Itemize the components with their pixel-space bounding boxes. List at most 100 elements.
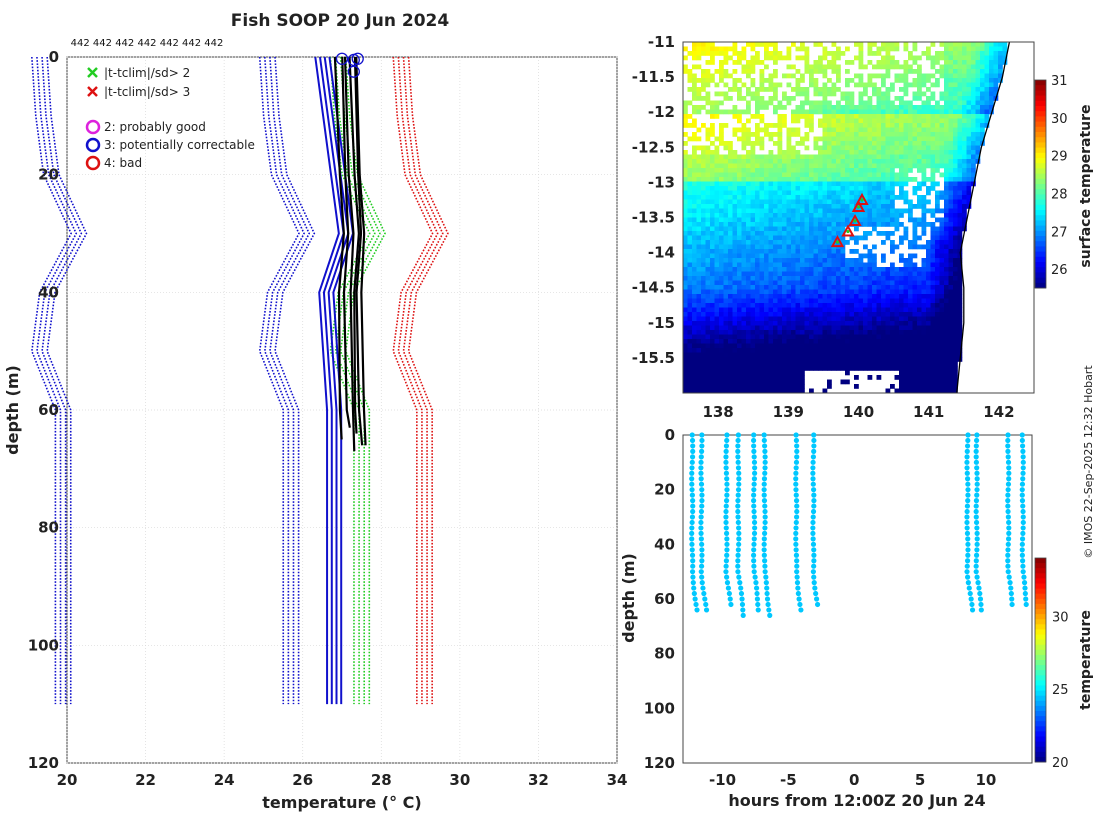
sst-cell (777, 249, 783, 254)
sst-cell (831, 312, 837, 317)
sst-cell (782, 330, 787, 335)
sst-cell (953, 114, 958, 119)
sst-cell (741, 172, 747, 178)
sst-cell (710, 289, 715, 295)
sst-cell (710, 78, 715, 83)
sst-cell (876, 91, 882, 97)
sst-cell (768, 366, 774, 371)
sst-cell (840, 366, 846, 371)
sst-cell (881, 303, 886, 308)
sst-cell (813, 87, 819, 92)
sst-cell (836, 163, 841, 169)
sst-cell (795, 226, 801, 232)
sst-cell (728, 55, 733, 61)
sst-cell (750, 168, 756, 173)
sst-cell (755, 141, 760, 146)
sst-cell (687, 258, 693, 263)
map-x-tick-label: 138 (702, 403, 733, 421)
sst-cell (822, 208, 828, 214)
temperature-point (976, 585, 982, 591)
sst-cell (876, 222, 882, 227)
sst-cell (809, 339, 814, 344)
sst-cell (831, 204, 837, 209)
sst-cell (966, 105, 972, 110)
sst-cell (881, 190, 886, 196)
sst-cell (953, 352, 958, 358)
sst-cell (948, 361, 954, 367)
sst-cell (845, 199, 850, 205)
sst-cell (899, 87, 904, 92)
sst-cell (768, 190, 774, 196)
sst-cell (890, 316, 895, 322)
sst-cell (876, 168, 882, 173)
sst-cell (876, 114, 882, 119)
sst-cell (867, 231, 873, 236)
sst-cell (971, 163, 976, 169)
sst-cell (786, 235, 792, 241)
sst-cell (773, 384, 778, 389)
sst-cell (759, 289, 765, 295)
sst-cell (804, 96, 810, 101)
sst-cell (687, 172, 693, 178)
sst-cell (948, 204, 954, 209)
sst-cell (894, 177, 900, 182)
sst-cell (953, 316, 958, 322)
sst-cell (728, 388, 733, 394)
sst-cell (782, 339, 787, 344)
legend-x-green-label: |t-tclim|/sd> 2 (104, 66, 190, 80)
sst-cell (687, 168, 693, 173)
sst-cell (777, 213, 783, 218)
sst-cell (849, 159, 855, 164)
sst-cell (701, 316, 706, 322)
temperature-point (761, 487, 767, 493)
sst-cell (957, 118, 963, 124)
sst-cell (966, 96, 972, 101)
sst-cell (723, 375, 729, 380)
sst-cell (791, 177, 796, 182)
sst-cell (827, 208, 832, 214)
sst-cell (989, 64, 994, 70)
sst-cell (831, 55, 837, 61)
sst-cell (944, 231, 949, 236)
sst-cell (836, 195, 841, 200)
sst-cell (809, 357, 814, 362)
sst-cell (953, 159, 958, 164)
sst-cell (935, 303, 940, 308)
sst-cell (953, 379, 958, 385)
sst-cell (926, 96, 931, 101)
sst-cell (885, 276, 891, 281)
sst-cell (845, 321, 850, 326)
sst-cell (782, 289, 787, 295)
sst-cell (791, 375, 796, 380)
sst-cell (944, 235, 949, 241)
sst-cell (710, 357, 715, 362)
sst-cell (719, 334, 724, 340)
sst-cell (885, 321, 891, 326)
time-y-tick-label: 20 (654, 481, 675, 499)
sst-cell (890, 105, 895, 110)
temperature-point (1006, 465, 1012, 471)
sst-cell (867, 96, 873, 101)
sst-cell (705, 388, 711, 394)
sst-cell (764, 172, 769, 178)
sst-cell (912, 321, 918, 326)
sst-cell (746, 172, 751, 178)
sst-cell (777, 370, 783, 376)
temperature-point (1019, 437, 1025, 444)
envelope-line--1sd (36, 56, 78, 705)
temperature-colorbar-segment (1035, 614, 1046, 620)
sst-cell (705, 352, 711, 358)
temperature-point (740, 607, 746, 613)
sst-cell (683, 294, 688, 299)
sst-cell (746, 150, 751, 155)
sst-cell (899, 159, 904, 164)
sst-cell (741, 69, 747, 74)
sst-cell (840, 181, 846, 187)
sst-cell (917, 55, 922, 61)
sst-cell (755, 366, 760, 371)
temperature-colorbar-segment (1035, 756, 1046, 763)
sst-cell (903, 258, 909, 263)
sst-cell (831, 82, 837, 88)
sst-cell (935, 249, 940, 254)
sst-cell (881, 91, 886, 97)
